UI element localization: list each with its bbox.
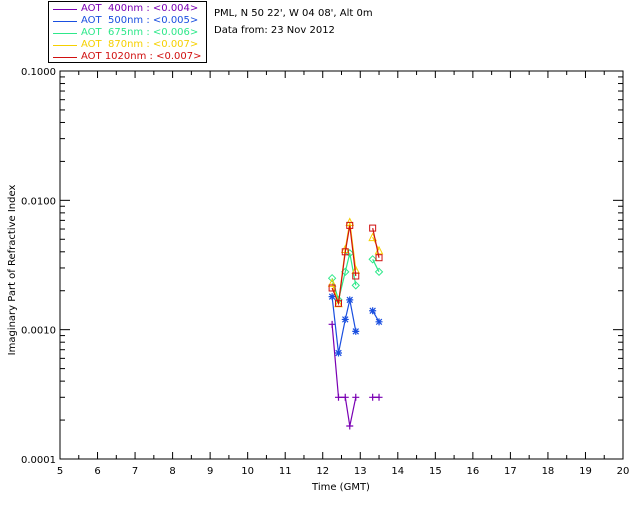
data-point — [352, 327, 360, 335]
x-tick-label: 6 — [94, 466, 100, 477]
axis-ticks — [59, 70, 624, 460]
data-point — [345, 249, 354, 258]
data-point — [346, 221, 354, 229]
x-tick-label: 13 — [354, 466, 367, 477]
legend-label: AOT 675nm : <0.006> — [81, 27, 199, 38]
legend-swatch — [53, 33, 77, 34]
y-tick-label: 0.0010 — [21, 326, 56, 337]
data-point — [346, 422, 354, 430]
legend-label: AOT 400nm : <0.004> — [81, 3, 199, 14]
data-point — [352, 272, 360, 280]
data-point — [328, 320, 336, 328]
data-point — [334, 299, 342, 307]
data-point — [375, 318, 383, 326]
data-point — [341, 393, 349, 401]
x-tick-label: 5 — [57, 466, 63, 477]
x-tick-label: 14 — [391, 466, 404, 477]
legend: AOT 400nm : <0.004> AOT 500nm : <0.005> … — [48, 1, 207, 63]
x-tick-label: 10 — [241, 466, 254, 477]
data-point — [368, 255, 377, 264]
legend-item-400nm: AOT 400nm : <0.004> — [49, 3, 206, 15]
y-tick-label: 0.0100 — [21, 196, 56, 207]
legend-item-1020nm: AOT 1020nm : <0.007> — [49, 51, 206, 63]
data-point — [327, 273, 337, 283]
series-line — [331, 324, 357, 427]
x-tick-label: 7 — [132, 466, 138, 477]
data-point — [328, 293, 336, 301]
x-tick-label: 19 — [579, 466, 592, 477]
data-point — [334, 349, 342, 357]
x-tick-label: 9 — [207, 466, 213, 477]
y-tick-labels: 0.0001 0.0010 0.0100 0.1000 — [21, 67, 56, 466]
data-point — [369, 307, 377, 315]
data-point — [375, 254, 383, 262]
data-point — [328, 284, 336, 292]
data-point — [374, 267, 384, 277]
site-info: PML, N 50 22', W 04 08', Alt 0m — [214, 8, 373, 19]
data-point — [334, 393, 342, 401]
data-point — [352, 393, 360, 401]
legend-label: AOT 870nm : <0.007> — [81, 39, 199, 50]
legend-swatch — [53, 21, 77, 22]
legend-swatch — [53, 57, 77, 58]
data-point — [341, 315, 349, 323]
data-point — [369, 393, 377, 401]
x-tick-label: 8 — [169, 466, 175, 477]
legend-swatch — [53, 9, 77, 10]
plot-frame — [59, 70, 624, 460]
series-aot-1020nm — [328, 221, 383, 307]
x-tick-label: 20 — [617, 466, 630, 477]
y-tick-label: 0.1000 — [21, 67, 56, 78]
data-point — [346, 296, 354, 304]
data-point — [369, 224, 377, 232]
series-line — [331, 253, 357, 303]
legend-label: AOT 500nm : <0.005> — [81, 15, 199, 26]
legend-label: AOT 1020nm : <0.007> — [81, 51, 202, 62]
series-aot-675nm — [327, 249, 384, 305]
y-axis-title: Imaginary Part of Refractive Index — [7, 185, 18, 356]
legend-item-675nm: AOT 675nm : <0.006> — [49, 27, 206, 39]
x-tick-label: 15 — [429, 466, 442, 477]
y-tick-label: 0.0001 — [21, 455, 56, 466]
data-point — [341, 248, 349, 256]
x-tick-label: 11 — [279, 466, 292, 477]
x-tick-label: 12 — [316, 466, 329, 477]
x-tick-label: 16 — [466, 466, 479, 477]
series-line — [331, 225, 357, 306]
series-aot-400nm — [328, 320, 383, 430]
x-tick-labels: 5 6 7 8 9 10 11 12 13 14 15 16 17 18 19 20 — [57, 466, 630, 477]
data-point — [327, 278, 337, 287]
series-aot-500nm — [328, 293, 383, 357]
series-group — [327, 217, 384, 430]
legend-swatch — [53, 45, 77, 46]
x-tick-label: 18 — [542, 466, 555, 477]
date-info: Data from: 23 Nov 2012 — [214, 25, 335, 36]
data-point — [375, 393, 383, 401]
legend-item-870nm: AOT 870nm : <0.007> — [49, 39, 206, 51]
series-line — [372, 227, 380, 258]
legend-item-500nm: AOT 500nm : <0.005> — [49, 15, 206, 27]
data-point — [351, 281, 360, 290]
x-tick-label: 17 — [504, 466, 517, 477]
x-axis-title: Time (GMT) — [311, 482, 370, 493]
